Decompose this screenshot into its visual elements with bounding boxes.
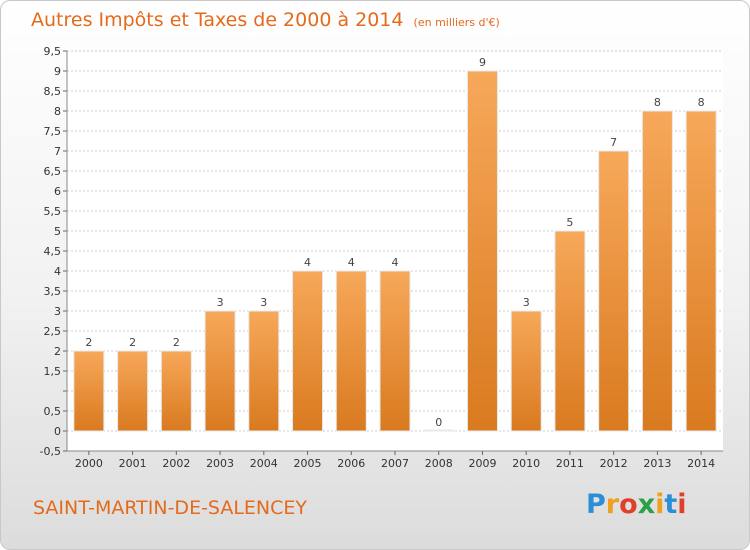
bar <box>466 70 498 432</box>
y-tick-label: 1,5 <box>44 365 62 378</box>
x-tick-label: 2000 <box>75 457 103 470</box>
x-tick-label: 2005 <box>294 457 322 470</box>
bar <box>685 110 717 432</box>
bar <box>554 230 586 432</box>
bar-data-label: 2 <box>129 336 136 349</box>
y-tick-label: 3,5 <box>44 285 62 298</box>
y-tick-label: 6 <box>54 185 61 198</box>
y-tick-label: 5,5 <box>44 205 62 218</box>
x-tick-label: 2009 <box>468 457 496 470</box>
x-tick-label: 2010 <box>512 457 540 470</box>
bar <box>248 310 280 432</box>
x-tick-label: 2002 <box>162 457 190 470</box>
bar <box>204 310 236 432</box>
bar-data-label: 2 <box>173 336 180 349</box>
logo-letter: i <box>655 489 665 520</box>
y-tick-label: 7,5 <box>44 125 62 138</box>
logo-letter: o <box>619 489 638 520</box>
y-tick-label: 2 <box>54 345 61 358</box>
bar-data-label: 8 <box>698 96 705 109</box>
y-tick-label: 8 <box>54 105 61 118</box>
bar <box>510 310 542 432</box>
bar-data-label: 3 <box>523 296 530 309</box>
bar <box>292 270 324 432</box>
y-tick-label: -0,5 <box>40 445 61 458</box>
bar <box>379 270 411 432</box>
bar-data-label: 4 <box>392 256 399 269</box>
logo-letter: P <box>586 489 606 520</box>
y-tick-label: 6,5 <box>44 165 62 178</box>
chart-title-unit: (en milliers d'€) <box>413 16 500 29</box>
bar <box>73 350 105 432</box>
bar-data-label: 4 <box>304 256 311 269</box>
bar <box>641 110 673 432</box>
y-tick-label: 2,5 <box>44 325 62 338</box>
bar-data-label: 7 <box>610 136 617 149</box>
chart-title-main: Autres Impôts et Taxes de 2000 à 2014 <box>31 9 404 31</box>
bar-data-label: 5 <box>566 216 573 229</box>
x-tick-label: 2001 <box>119 457 147 470</box>
x-tick-label: 2006 <box>337 457 365 470</box>
bar-data-label: 4 <box>348 256 355 269</box>
x-tick-label: 2012 <box>600 457 628 470</box>
x-tick-label: 2008 <box>425 457 453 470</box>
bar-data-label: 3 <box>217 296 224 309</box>
y-tick-label: 4,5 <box>44 245 62 258</box>
y-tick-label: 0,5 <box>44 405 62 418</box>
logo-letter: x <box>637 489 656 520</box>
bar <box>335 270 367 432</box>
proxiti-logo: Proxiti <box>586 489 687 520</box>
x-tick-label: 2013 <box>643 457 671 470</box>
chart-title: Autres Impôts et Taxes de 2000 à 2014 (e… <box>31 9 500 31</box>
bar <box>117 350 149 432</box>
x-tick-label: 2014 <box>687 457 715 470</box>
y-tick-label: 5 <box>54 225 61 238</box>
y-tick-label: 9 <box>54 65 61 78</box>
commune-name: SAINT-MARTIN-DE-SALENCEY <box>33 497 308 519</box>
logo-letter: i <box>677 489 687 520</box>
bar <box>160 350 192 432</box>
bar-data-label: 2 <box>85 336 92 349</box>
x-tick-label: 2007 <box>381 457 409 470</box>
y-tick-label: 8,5 <box>44 85 62 98</box>
y-tick-label: 7 <box>54 145 61 158</box>
bar-data-label: 3 <box>260 296 267 309</box>
logo-letter: t <box>664 489 678 520</box>
y-tick-label: 9,5 <box>44 45 62 58</box>
bar-data-label: 0 <box>435 416 442 429</box>
x-tick-label: 2011 <box>556 457 584 470</box>
y-tick-label: 3 <box>54 305 61 318</box>
y-tick-label: 0 <box>54 425 61 438</box>
bar-data-label: 8 <box>654 96 661 109</box>
logo-letter: r <box>605 489 620 520</box>
bar-data-label: 9 <box>479 56 486 69</box>
x-tick-label: 2004 <box>250 457 278 470</box>
y-tick-label: 4 <box>54 265 61 278</box>
bar <box>423 429 455 432</box>
bar <box>598 150 630 432</box>
x-tick-label: 2003 <box>206 457 234 470</box>
